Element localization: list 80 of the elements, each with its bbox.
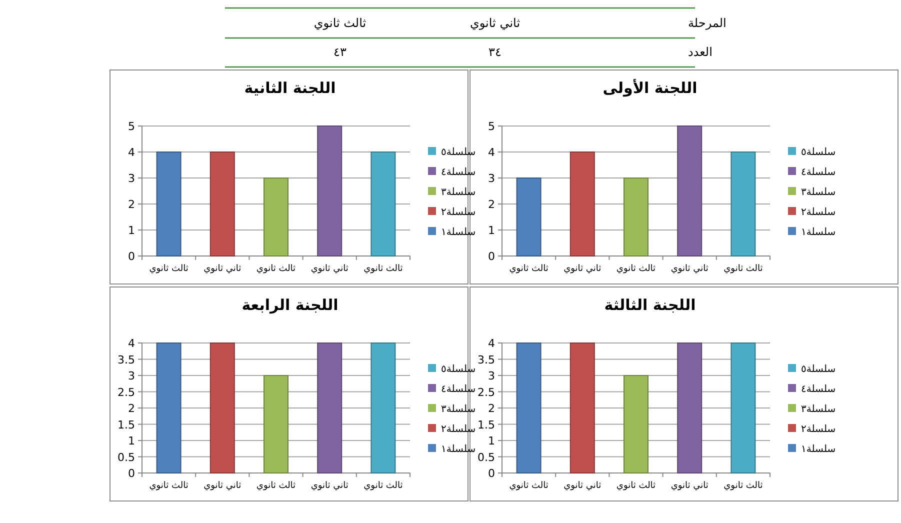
x-tick-label: ثالث ثانوي: [724, 264, 764, 274]
legend-label: سلسلة٢: [441, 424, 476, 435]
legend-label: سلسلة١: [441, 444, 476, 455]
legend-label: سلسلة٢: [801, 207, 836, 218]
text: ثاني ثانوي: [470, 16, 520, 30]
x-tick-label: ثالث ثانوي: [616, 264, 656, 274]
legend-label: سلسلة٣: [801, 404, 836, 415]
y-tick-label: 3.5: [118, 353, 135, 366]
text: ٣٤: [488, 45, 502, 59]
y-tick-label: 2.5: [118, 386, 135, 399]
y-tick-label: 1.5: [118, 418, 135, 432]
x-tick-label: ثاني ثانوي: [670, 264, 709, 274]
legend-label: سلسلة٥: [441, 364, 476, 375]
y-tick-label: 2: [128, 402, 135, 415]
x-tick-label: ثاني ثانوي: [564, 264, 602, 274]
legend-label: سلسلة٢: [801, 424, 836, 435]
text: العدد: [688, 45, 712, 59]
y-tick-label: 0: [488, 467, 495, 480]
y-tick-label: 4: [488, 337, 495, 350]
legend-label: سلسلة٥: [441, 147, 476, 158]
y-tick-label: 1: [128, 224, 135, 237]
legend-label: سلسلة٥: [801, 364, 836, 375]
x-tick-label: ثاني ثانوي: [564, 481, 602, 491]
y-tick-label: 2.5: [478, 386, 495, 399]
y-tick-label: 2: [488, 198, 495, 211]
x-tick-label: ثاني ثانوي: [204, 481, 242, 491]
y-tick-label: 4: [488, 146, 495, 159]
y-tick-label: 3.5: [478, 353, 495, 366]
y-tick-label: 0: [128, 250, 135, 263]
legend-label: سلسلة٤: [441, 384, 476, 395]
legend-label: سلسلة١: [801, 444, 836, 455]
x-tick-label: ثالث ثانوي: [509, 481, 549, 491]
legend-label: سلسلة٣: [441, 404, 476, 415]
y-tick-label: 2: [488, 402, 495, 415]
y-tick-label: 3: [128, 172, 135, 185]
y-tick-label: 3: [128, 370, 135, 382]
y-tick-label: 0.5: [478, 450, 495, 464]
x-tick-label: ثالث ثانوي: [616, 481, 656, 491]
chart-title: اللجنة الثالثة: [604, 296, 696, 314]
y-tick-label: 1: [488, 434, 495, 448]
legend-label: سلسلة٢: [441, 207, 476, 218]
x-tick-label: ثالث ثانوي: [364, 481, 404, 491]
y-tick-label: 0: [128, 467, 135, 480]
legend-label: سلسلة٥: [801, 147, 836, 158]
y-tick-label: 1: [488, 224, 495, 237]
x-tick-label: ثالث ثانوي: [509, 264, 549, 274]
chart-title: اللجنة الرابعة: [242, 296, 338, 314]
x-tick-label: ثالث ثانوي: [256, 481, 296, 491]
y-tick-label: 3: [488, 370, 495, 382]
y-tick-label: 1: [128, 434, 135, 448]
y-tick-label: 3: [488, 172, 495, 185]
legend-label: سلسلة٤: [441, 167, 476, 178]
x-tick-label: ثاني ثانوي: [670, 481, 709, 491]
x-tick-label: ثالث ثانوي: [149, 264, 189, 274]
y-tick-label: 5: [488, 120, 495, 133]
chart-title: اللجنة الأولى: [602, 78, 698, 97]
x-tick-label: ثاني ثانوي: [310, 481, 349, 491]
y-tick-label: 5: [128, 120, 135, 133]
x-tick-label: ثالث ثانوي: [256, 264, 296, 274]
y-tick-label: 2: [128, 198, 135, 211]
x-tick-label: ثالث ثانوي: [149, 481, 189, 491]
y-tick-label: 1.5: [478, 418, 495, 432]
text: ثالث ثانوي: [314, 16, 366, 30]
y-tick-label: 4: [128, 337, 135, 350]
legend-label: سلسلة٣: [441, 187, 476, 198]
legend-label: سلسلة٤: [801, 167, 836, 178]
text: ٤٣: [334, 45, 347, 59]
text: المرحلة: [688, 16, 726, 30]
legend-label: سلسلة١: [801, 227, 836, 238]
y-tick-label: 4: [128, 146, 135, 159]
x-tick-label: ثاني ثانوي: [204, 264, 242, 274]
legend-label: سلسلة٣: [801, 187, 836, 198]
legend-label: سلسلة٤: [801, 384, 836, 395]
x-tick-label: ثالث ثانوي: [364, 264, 404, 274]
x-tick-label: ثالث ثانوي: [724, 481, 764, 491]
x-tick-label: ثاني ثانوي: [310, 264, 349, 274]
chart-title: اللجنة الثانية: [244, 79, 336, 97]
y-tick-label: 0.5: [118, 450, 135, 464]
legend-label: سلسلة١: [441, 227, 476, 238]
y-tick-label: 0: [488, 250, 495, 263]
